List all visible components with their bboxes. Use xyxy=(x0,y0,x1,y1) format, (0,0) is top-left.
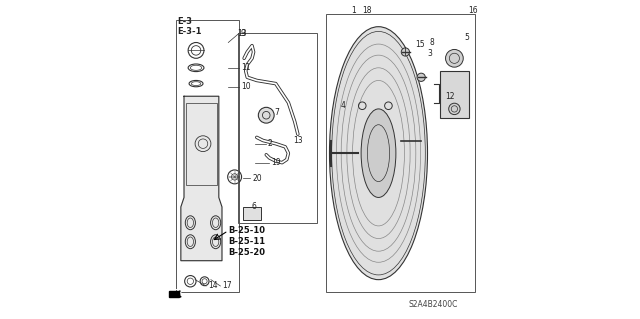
Text: 16: 16 xyxy=(468,6,478,15)
Bar xyxy=(326,14,475,292)
Text: 9: 9 xyxy=(241,28,246,38)
Text: 3: 3 xyxy=(428,49,433,58)
Text: 15: 15 xyxy=(415,40,424,48)
Ellipse shape xyxy=(330,27,428,280)
Text: E-3: E-3 xyxy=(177,18,192,26)
Text: 20: 20 xyxy=(252,174,262,183)
Bar xyxy=(186,103,217,185)
Text: 4: 4 xyxy=(340,101,346,110)
Text: 11: 11 xyxy=(241,63,250,72)
Text: 13: 13 xyxy=(237,28,247,38)
Text: 12: 12 xyxy=(445,92,454,101)
Text: 5: 5 xyxy=(464,33,468,42)
Ellipse shape xyxy=(361,109,396,197)
Text: B-25-11: B-25-11 xyxy=(228,237,266,246)
Text: 10: 10 xyxy=(241,82,251,91)
Polygon shape xyxy=(181,96,222,261)
Text: 7: 7 xyxy=(274,108,279,116)
Circle shape xyxy=(445,49,463,67)
Bar xyxy=(243,207,262,219)
Polygon shape xyxy=(169,291,179,297)
Text: 17: 17 xyxy=(222,281,232,291)
Text: 2: 2 xyxy=(268,139,273,148)
Text: E-3-1: E-3-1 xyxy=(177,27,202,36)
Text: 1: 1 xyxy=(351,6,356,15)
Text: 6: 6 xyxy=(252,203,256,211)
Text: FR.: FR. xyxy=(172,289,187,298)
Bar xyxy=(238,33,317,223)
Bar xyxy=(176,20,239,292)
Circle shape xyxy=(417,73,426,81)
Bar xyxy=(440,71,468,118)
Text: 14: 14 xyxy=(208,281,218,291)
Text: S2A4B2400C: S2A4B2400C xyxy=(408,300,458,309)
Text: 19: 19 xyxy=(271,158,280,167)
Circle shape xyxy=(259,107,274,123)
Text: 13: 13 xyxy=(293,136,303,145)
Text: 8: 8 xyxy=(429,38,434,47)
Circle shape xyxy=(449,103,460,115)
Circle shape xyxy=(401,48,410,56)
Text: B-25-10: B-25-10 xyxy=(228,226,266,235)
Text: 18: 18 xyxy=(363,6,372,15)
Text: B-25-20: B-25-20 xyxy=(228,248,266,257)
